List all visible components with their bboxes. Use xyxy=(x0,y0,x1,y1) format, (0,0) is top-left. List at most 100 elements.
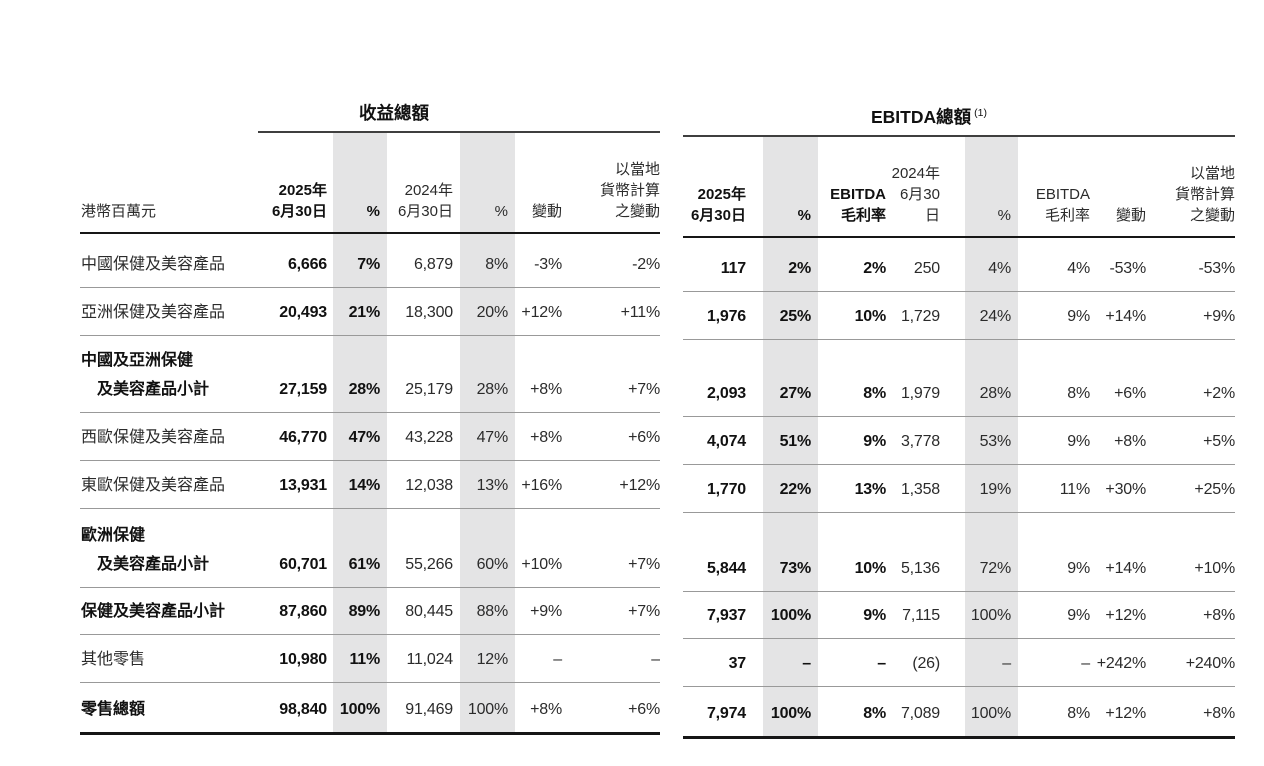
table-row: 中國及亞洲保健 及美容產品小計 27,159 28% 25,179 28% +8… xyxy=(80,335,660,413)
rev-change: -3% xyxy=(515,233,570,288)
rev-change-local: +7% xyxy=(570,587,660,635)
ebitda-2025-margin: – xyxy=(818,638,888,687)
rev-2024-pct: 60% xyxy=(460,508,515,588)
ebitda-2024-margin: 8% xyxy=(1018,339,1092,417)
rev-2024-pct: 47% xyxy=(460,412,515,461)
ebitda-2024-margin-header: EBITDA 毛利率 xyxy=(1018,137,1092,238)
ebitda-2025-pct: 100% xyxy=(763,591,818,639)
ebitda-change-local: +10% xyxy=(1148,512,1235,592)
row-label: 歐洲保健 及美容產品小計 xyxy=(80,508,258,588)
ebitda-change-header: 變動 xyxy=(1092,137,1148,238)
table-row-total: 零售總額 98,840 100% 91,469 100% +8% +6% xyxy=(80,682,660,735)
rev-2024-value: 80,445 xyxy=(387,587,460,635)
rev-2024-value: 11,024 xyxy=(387,634,460,683)
table-row: 2,093 27% 8% 1,979 28% 8% +6% +2% xyxy=(683,339,1235,417)
ebitda-2025-pct: 73% xyxy=(763,512,818,592)
table-row: 東歐保健及美容產品 13,931 14% 12,038 13% +16% +12… xyxy=(80,460,660,509)
ebitda-2024-margin: 4% xyxy=(1018,237,1092,292)
table-row-total: 7,974 100% 8% 7,089 100% 8% +12% +8% xyxy=(683,686,1235,739)
rev-2025-pct: 7% xyxy=(333,233,387,288)
row-label: 零售總額 xyxy=(80,682,258,735)
ebitda-change: +12% xyxy=(1092,591,1148,639)
ebitda-2024-pct: 4% xyxy=(965,237,1018,292)
ebitda-2024-value: 1,979 xyxy=(888,339,965,417)
rev-change: +8% xyxy=(515,412,570,461)
ebitda-change: +14% xyxy=(1092,291,1148,340)
rev-change: +9% xyxy=(515,587,570,635)
rev-2025-value: 20,493 xyxy=(258,287,333,336)
ebitda-2025-margin: 8% xyxy=(818,339,888,417)
ebitda-2025-value: 7,974 xyxy=(683,686,763,739)
rev-2024-pct: 28% xyxy=(460,335,515,413)
ebitda-2024-pct: 100% xyxy=(965,591,1018,639)
row-label-line2: 及美容產品小計 xyxy=(97,380,210,398)
rev-2024-value: 18,300 xyxy=(387,287,460,336)
ebitda-change: +30% xyxy=(1092,464,1148,513)
rev-2025-value: 6,666 xyxy=(258,233,333,288)
ebitda-2025-value: 7,937 xyxy=(683,591,763,639)
rev-2024-value: 43,228 xyxy=(387,412,460,461)
ebitda-2025-margin: 9% xyxy=(818,416,888,465)
ebitda-2024-value: 3,778 xyxy=(888,416,965,465)
rev-change: +16% xyxy=(515,460,570,509)
rev-change-local: -2% xyxy=(570,233,660,288)
rev-2025-pct: 11% xyxy=(333,634,387,683)
ebitda-2024-pct: 72% xyxy=(965,512,1018,592)
rev-change: – xyxy=(515,634,570,683)
table-row: 7,937 100% 9% 7,115 100% 9% +12% +8% xyxy=(683,591,1235,639)
unit-label: 港幣百萬元 xyxy=(80,133,258,234)
ebitda-2024-margin: 8% xyxy=(1018,686,1092,739)
ebitda-2025-value: 4,074 xyxy=(683,416,763,465)
table-row: 5,844 73% 10% 5,136 72% 9% +14% +10% xyxy=(683,512,1235,592)
table-row: 1,976 25% 10% 1,729 24% 9% +14% +9% xyxy=(683,291,1235,340)
rev-change-local: – xyxy=(570,634,660,683)
rev-2024-value: 25,179 xyxy=(387,335,460,413)
ebitda-2024-pct: 100% xyxy=(965,686,1018,739)
ebitda-change: -53% xyxy=(1092,237,1148,292)
ebitda-change: +6% xyxy=(1092,339,1148,417)
ebitda-2024-margin: – xyxy=(1018,638,1092,687)
rev-2024-pct: 13% xyxy=(460,460,515,509)
ebitda-2025-margin-header: EBITDA 毛利率 xyxy=(818,137,888,238)
rev-change-local: +6% xyxy=(570,682,660,735)
rev-2024-value: 55,266 xyxy=(387,508,460,588)
ebitda-2024-value: 250 xyxy=(888,237,965,292)
table-row: 亞洲保健及美容產品 20,493 21% 18,300 20% +12% +11… xyxy=(80,287,660,336)
ebitda-change-local: +2% xyxy=(1148,339,1235,417)
ebitda-change-local: +8% xyxy=(1148,686,1235,739)
ebitda-title-text: EBITDA總額 xyxy=(871,107,972,127)
ebitda-2024-pct: 28% xyxy=(965,339,1018,417)
row-label: 東歐保健及美容產品 xyxy=(80,460,258,509)
rev-2025-value: 10,980 xyxy=(258,634,333,683)
ebitda-change-local: -53% xyxy=(1148,237,1235,292)
rev-2025-value: 13,931 xyxy=(258,460,333,509)
ebitda-header-row: 2025年 6月30日 % EBITDA 毛利率 2024年 6月30日 % E… xyxy=(683,137,1235,238)
table-row: 歐洲保健 及美容產品小計 60,701 61% 55,266 60% +10% … xyxy=(80,508,660,588)
rev-2024-pct: 20% xyxy=(460,287,515,336)
rev-2025-pct: 100% xyxy=(333,682,387,735)
ebitda-2025-value: 37 xyxy=(683,638,763,687)
rev-2025-pct: 28% xyxy=(333,335,387,413)
rev-2025-pct: 61% xyxy=(333,508,387,588)
ebitda-section-title: EBITDA總額 (1) xyxy=(683,100,1235,137)
ebitda-2024-value: 5,136 xyxy=(888,512,965,592)
ebitda-2024-value: 1,358 xyxy=(888,464,965,513)
ebitda-2025-value: 1,976 xyxy=(683,291,763,340)
ebitda-2025-header: 2025年 6月30日 xyxy=(683,137,763,238)
rev-change: +12% xyxy=(515,287,570,336)
row-label: 中國及亞洲保健 及美容產品小計 xyxy=(80,335,258,413)
rev-change: +8% xyxy=(515,682,570,735)
rev-2025-value: 46,770 xyxy=(258,412,333,461)
rev-2024-pct: 88% xyxy=(460,587,515,635)
ebitda-2024-pct: 24% xyxy=(965,291,1018,340)
ebitda-change: +242% xyxy=(1092,638,1148,687)
ebitda-table-block: EBITDA總額 (1) 2025年 6月30日 % EBITDA 毛利率 202… xyxy=(683,100,1235,739)
ebitda-change-local-header: 以當地 貨幣計算 之變動 xyxy=(1148,137,1235,238)
ebitda-2024-pct: – xyxy=(965,638,1018,687)
footnote-marker: (1) xyxy=(974,107,987,119)
revenue-table: 港幣百萬元 2025年 6月30日 % 2024年 6月30日 % 變動 以當地… xyxy=(80,133,660,735)
rev-2024-pct: 12% xyxy=(460,634,515,683)
ebitda-2025-margin: 10% xyxy=(818,512,888,592)
rev-2025-value: 98,840 xyxy=(258,682,333,735)
